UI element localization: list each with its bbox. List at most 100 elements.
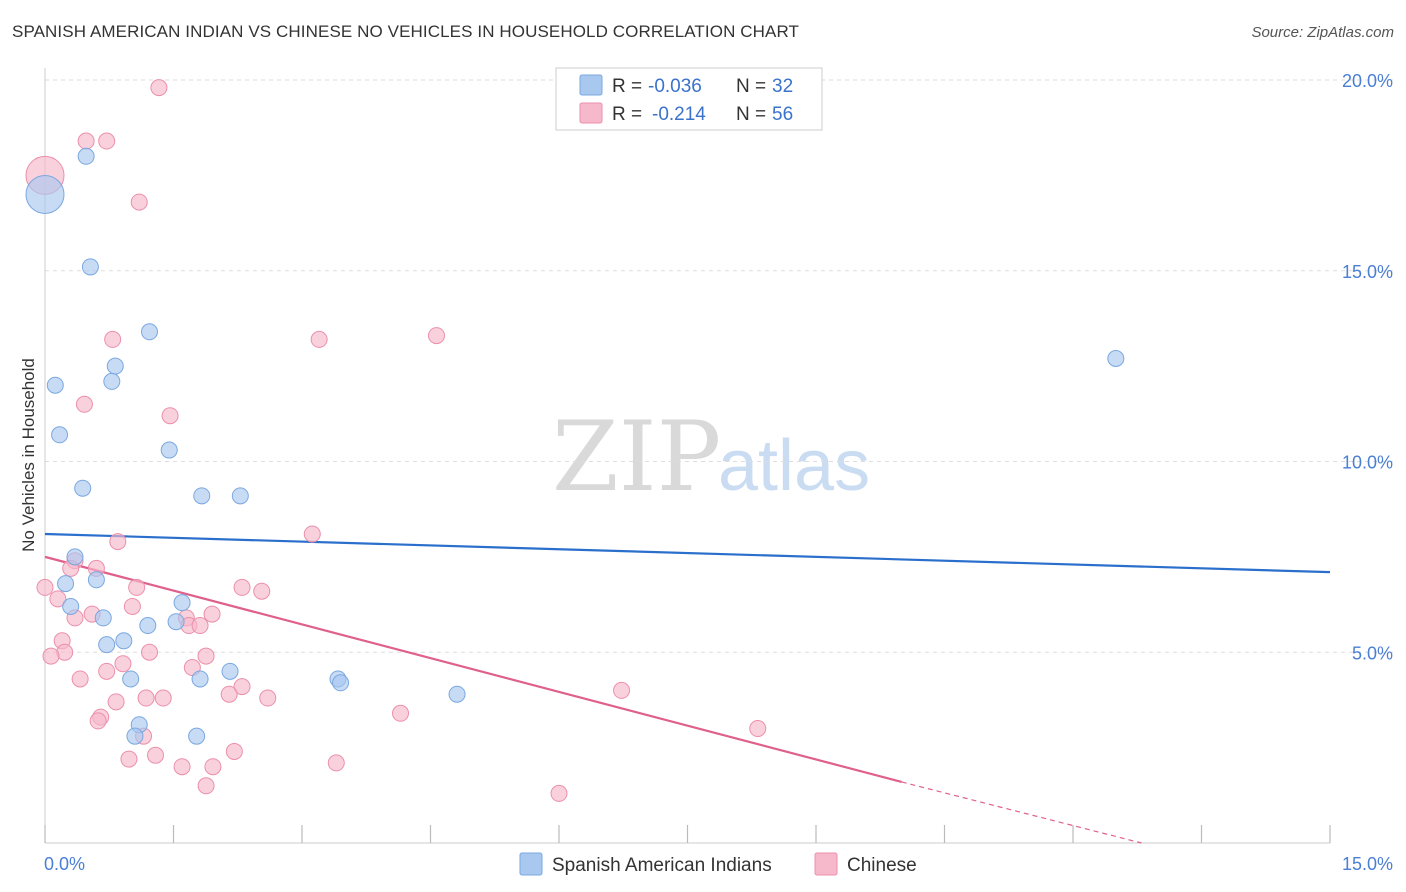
stats-legend-pink-swatch xyxy=(579,102,603,124)
y-tick-label-0: 5.0% xyxy=(1352,643,1393,663)
x-tick-label-1: 15.0% xyxy=(1342,854,1393,874)
spanish-american-indian-point-1 xyxy=(77,147,95,165)
watermark-atlas: atlas xyxy=(718,426,870,506)
chinese-point-32 xyxy=(114,655,132,673)
chinese-point-36 xyxy=(233,678,251,696)
legend-swatch-spanish-american-indians xyxy=(519,852,543,876)
spanish-american-indian-point-0 xyxy=(25,174,65,214)
spanish-american-indian-point-26 xyxy=(332,674,350,692)
spanish-american-indian-point-29 xyxy=(126,727,144,745)
chinese-point-30 xyxy=(141,643,159,661)
chinese-point-6 xyxy=(310,330,328,348)
x-tick-label-0: 0.0% xyxy=(44,854,85,874)
spanish-american-indian-point-8 xyxy=(160,441,178,459)
chinese-point-11 xyxy=(109,533,127,551)
chinese-point-17 xyxy=(128,578,146,596)
chinese-point-29 xyxy=(42,647,60,665)
chinese-point-52 xyxy=(204,758,222,776)
y-tick-labels: 5.0% 10.0% 15.0% 20.0% xyxy=(1342,71,1393,663)
y-axis-label: No Vehicles in Household xyxy=(19,358,38,552)
chinese-point-24 xyxy=(203,605,221,623)
trendline-spanish-american-indians xyxy=(44,532,1331,574)
chinese-point-55 xyxy=(550,784,568,802)
chinese-point-16 xyxy=(49,590,67,608)
trendline-chinese-extension xyxy=(901,781,1142,844)
trendline-chinese xyxy=(44,555,902,784)
stats-legend-blue-n-label: N = xyxy=(736,76,766,97)
spanish-american-indian-points xyxy=(25,147,1125,745)
chinese-points xyxy=(25,79,767,802)
spanish-american-indian-point-19 xyxy=(167,613,185,631)
chinese-point-35 xyxy=(71,670,89,688)
spanish-american-indian-point-12 xyxy=(66,548,84,566)
chinese-point-50 xyxy=(225,742,243,760)
source-credit: Source: ZipAtlas.com xyxy=(1251,24,1394,41)
legend-swatch-chinese xyxy=(814,852,838,876)
chinese-point-18 xyxy=(233,578,251,596)
spanish-american-indian-point-3 xyxy=(141,323,159,341)
spanish-american-indian-point-13 xyxy=(57,575,75,593)
chinese-point-44 xyxy=(392,704,410,722)
chinese-point-20 xyxy=(123,597,141,615)
spanish-american-indian-point-20 xyxy=(115,632,133,650)
chinese-point-45 xyxy=(613,681,631,699)
y-tick-label-2: 15.0% xyxy=(1342,262,1393,282)
chinese-point-7 xyxy=(427,327,445,345)
chinese-point-2 xyxy=(77,132,95,150)
chinese-point-37 xyxy=(137,689,155,707)
chinese-point-46 xyxy=(749,720,767,738)
stats-legend-blue-swatch xyxy=(579,74,603,96)
spanish-american-indian-point-5 xyxy=(106,357,124,375)
chinese-point-53 xyxy=(327,754,345,772)
x-tick-labels: 0.0% 15.0% xyxy=(44,854,1393,874)
spanish-american-indian-point-22 xyxy=(221,662,239,680)
spanish-american-indian-point-15 xyxy=(62,597,80,615)
spanish-american-indian-point-10 xyxy=(193,487,211,505)
spanish-american-indian-point-11 xyxy=(231,487,249,505)
stats-legend-pink-r-label: R = xyxy=(612,104,642,125)
chinese-point-33 xyxy=(98,662,116,680)
chinese-point-54 xyxy=(197,777,215,795)
spanish-american-indian-point-30 xyxy=(188,727,206,745)
chinese-point-1 xyxy=(150,79,168,97)
spanish-american-indian-point-7 xyxy=(51,426,69,444)
stats-legend-pink-n-value: 56 xyxy=(772,104,793,125)
stats-legend-blue-n-value: 32 xyxy=(772,76,793,97)
grid-lines xyxy=(45,79,1395,653)
spanish-american-indian-point-24 xyxy=(122,670,140,688)
chinese-point-15 xyxy=(36,578,54,596)
chinese-point-39 xyxy=(220,685,238,703)
spanish-american-indian-point-6 xyxy=(103,372,121,390)
bottom-legend: Spanish American Indians Chinese xyxy=(519,852,917,876)
chinese-point-43 xyxy=(89,712,107,730)
chart-title: SPANISH AMERICAN INDIAN VS CHINESE NO VE… xyxy=(12,22,800,41)
spanish-american-indian-point-23 xyxy=(191,670,209,688)
spanish-american-indian-point-4 xyxy=(46,376,64,394)
spanish-american-indian-point-9 xyxy=(74,479,92,497)
chinese-point-41 xyxy=(107,693,125,711)
trend-lines xyxy=(44,532,1331,844)
chinese-point-10 xyxy=(303,525,321,543)
spanish-american-indian-point-2 xyxy=(81,258,99,276)
y-tick-label-1: 10.0% xyxy=(1342,453,1393,473)
spanish-american-indian-point-14 xyxy=(87,571,105,589)
stats-legend-blue-r-label: R = xyxy=(612,76,642,97)
chinese-point-19 xyxy=(253,582,271,600)
spanish-american-indian-point-16 xyxy=(173,594,191,612)
legend-label-chinese: Chinese xyxy=(847,855,917,876)
chinese-point-31 xyxy=(197,647,215,665)
stats-legend-blue-r-value: -0.036 xyxy=(648,76,702,97)
y-tick-label-3: 20.0% xyxy=(1342,71,1393,91)
legend-label-spanish-american-indians: Spanish American Indians xyxy=(552,855,772,876)
watermark: ZIP atlas xyxy=(552,401,870,513)
chinese-point-48 xyxy=(120,750,138,768)
stats-legend: R = -0.036 N = 32 R = -0.214 N = 56 xyxy=(555,67,823,131)
chinese-point-8 xyxy=(75,395,93,413)
chinese-point-5 xyxy=(104,330,122,348)
stats-legend-pink-r-value: -0.214 xyxy=(652,104,706,125)
watermark-zip: ZIP xyxy=(552,401,721,513)
chinese-point-40 xyxy=(259,689,277,707)
spanish-american-indian-point-27 xyxy=(448,685,466,703)
chinese-point-9 xyxy=(161,407,179,425)
